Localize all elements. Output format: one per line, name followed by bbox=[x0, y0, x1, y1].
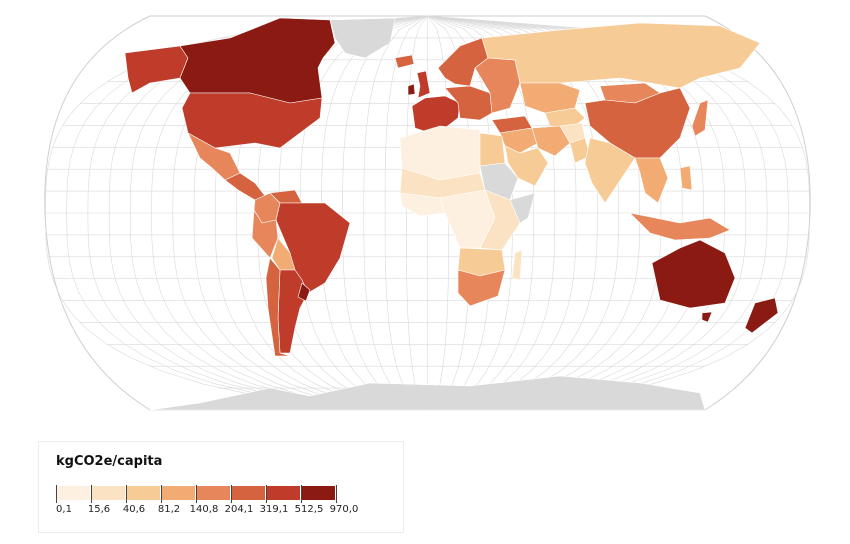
graticule-meridian bbox=[427, 15, 619, 411]
world-map-container: Alaska Canada Greenland United States Me… bbox=[40, 8, 815, 418]
graticule-meridian bbox=[66, 15, 428, 411]
legend-swatch bbox=[231, 486, 266, 500]
legend-title: kgCO2e/capita bbox=[56, 454, 163, 469]
country-tasmania: Tasmania bbox=[701, 311, 713, 323]
graticule-meridian bbox=[342, 15, 428, 411]
legend-tick-label: 319,1 bbox=[259, 504, 289, 515]
country-india: India bbox=[584, 137, 636, 204]
world-choropleth-map: Alaska Canada Greenland United States Me… bbox=[44, 15, 811, 411]
legend-tick-label: 140,8 bbox=[189, 504, 219, 515]
country-united-kingdom: United Kingdom bbox=[416, 70, 431, 99]
country-south-africa: South Africa bbox=[457, 269, 506, 307]
graticule-meridian bbox=[130, 15, 428, 411]
country-saudi-arabia: Saudi Arabia bbox=[504, 145, 549, 187]
graticule-meridian bbox=[427, 15, 640, 411]
legend-tick-label: 970,0 bbox=[329, 504, 359, 515]
country-greenland: Greenland bbox=[329, 17, 396, 59]
country-iceland: Iceland bbox=[394, 54, 415, 69]
country-west-africa: West Africa bbox=[399, 192, 446, 217]
country-southeast-asia: Southeast Asia bbox=[634, 157, 669, 204]
legend-swatch bbox=[266, 486, 301, 500]
graticule-meridian bbox=[427, 15, 768, 411]
legend-swatch bbox=[126, 486, 161, 500]
country-antarctica: Antarctica bbox=[149, 375, 706, 411]
graticule-meridian bbox=[406, 15, 428, 411]
legend-swatches bbox=[56, 486, 336, 500]
legend-tick-mark bbox=[161, 485, 162, 503]
country-ireland: Ireland bbox=[407, 83, 416, 96]
country-somalia: Somalia bbox=[509, 192, 536, 224]
legend-tick-mark bbox=[231, 485, 232, 503]
country-iran: Iran bbox=[531, 125, 571, 157]
legend-swatch bbox=[56, 486, 91, 500]
legend-swatch bbox=[91, 486, 126, 500]
graticule-meridian bbox=[108, 15, 428, 411]
country-philippines: Philippines bbox=[679, 165, 693, 191]
legend-tick-labels: 0,1 15,6 40,6 81,2 140,8 204,1 319,1 512,5 970,0 bbox=[48, 504, 388, 518]
legend-tick-mark bbox=[126, 485, 127, 503]
graticule-meridian bbox=[45, 15, 428, 411]
legend-panel: kgCO2e/capita 0,1 15,6 40,6 81,2 140,8 204,1 3… bbox=[38, 441, 404, 533]
graticule-meridian bbox=[427, 15, 747, 411]
legend-swatch bbox=[161, 486, 196, 500]
country-middle-east: Middle East bbox=[499, 127, 539, 154]
country-canada: Canada bbox=[179, 17, 336, 104]
country-madagascar: Madagascar bbox=[511, 249, 523, 281]
country-united-states: United States bbox=[181, 92, 323, 149]
country-russia: Russia bbox=[481, 22, 761, 89]
country-sudan: Sudan bbox=[479, 162, 519, 201]
legend-tick-label: 512,5 bbox=[294, 504, 324, 515]
legend-tick-label: 40,6 bbox=[122, 504, 146, 515]
land-layer: Alaska Canada Greenland United States Me… bbox=[124, 17, 779, 411]
legend-swatch bbox=[301, 486, 336, 500]
legend-tick-mark bbox=[266, 485, 267, 503]
country-central-europe: Central Europe bbox=[444, 85, 493, 121]
legend-tick-label: 204,1 bbox=[224, 504, 254, 515]
country-japan: Japan bbox=[691, 99, 709, 137]
legend-tick-label: 15,6 bbox=[87, 504, 111, 515]
legend-tick-mark bbox=[301, 485, 302, 503]
graticule-meridian bbox=[363, 15, 428, 411]
country-new-zealand: New Zealand bbox=[744, 297, 779, 334]
graticule-meridian bbox=[384, 15, 428, 411]
country-australia: Australia bbox=[651, 239, 736, 309]
country-china: China bbox=[584, 87, 691, 159]
country-chile: Chile bbox=[265, 257, 291, 357]
legend-tick-label: 81,2 bbox=[157, 504, 181, 515]
graticule-meridian bbox=[427, 15, 789, 411]
country-uruguay: Uruguay bbox=[297, 282, 311, 302]
legend-tick-mark bbox=[336, 485, 337, 503]
legend-tick-mark bbox=[91, 485, 92, 503]
graticule-meridian bbox=[427, 15, 810, 411]
legend-tick-mark bbox=[196, 485, 197, 503]
country-indonesia: Indonesia bbox=[629, 212, 731, 241]
graticule-meridian bbox=[427, 15, 662, 411]
legend-tick-label: 0,1 bbox=[56, 504, 72, 515]
country-western-europe: Western Europe bbox=[411, 95, 461, 134]
legend-swatch bbox=[196, 486, 231, 500]
country-egypt: Egypt bbox=[479, 132, 506, 167]
legend-tick-mark bbox=[56, 485, 57, 503]
